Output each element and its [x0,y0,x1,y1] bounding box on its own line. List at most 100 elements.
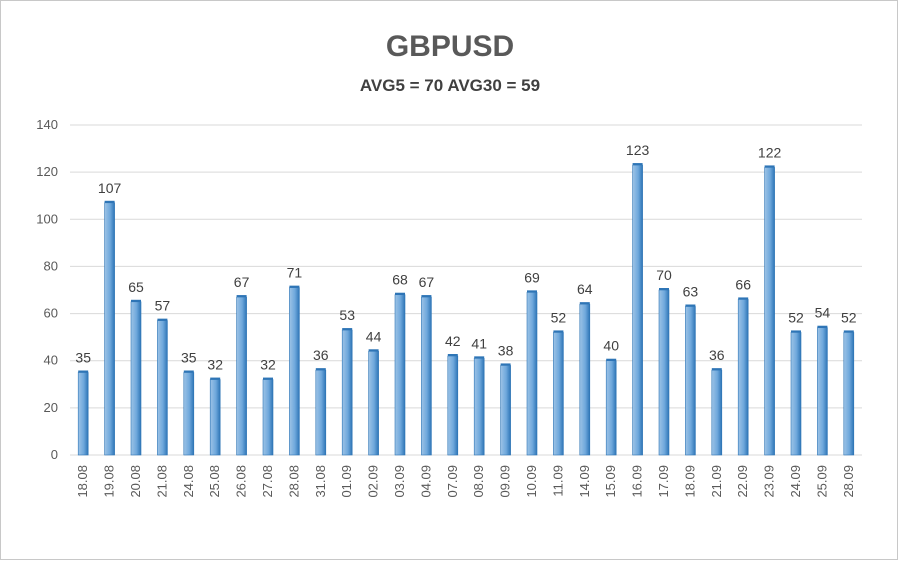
x-tick-label: 20.08 [128,465,143,498]
y-tick-label: 20 [44,400,58,415]
x-tick-label: 31.08 [313,465,328,498]
bar-rect [315,369,327,456]
y-tick-label: 140 [36,117,58,132]
data-label: 32 [260,357,276,373]
data-label: 42 [445,333,461,349]
y-tick-label: 40 [44,353,58,368]
x-tick-label: 15.09 [603,465,618,498]
bar [605,358,617,456]
y-tick-label: 100 [36,211,58,226]
bar-rect [341,329,353,456]
bar-cap [342,328,353,331]
bar-rect [130,301,142,456]
bar [737,297,749,456]
bar-rect [553,332,564,456]
data-label: 53 [339,307,355,323]
bar-rect [236,296,247,456]
bar-rect [262,379,274,456]
bar-rect [104,202,115,456]
bar [447,354,459,456]
bar [658,288,670,456]
x-tick-label: 02.09 [366,465,381,498]
data-label: 36 [313,347,329,363]
bar-cap [131,299,141,302]
data-label: 52 [841,309,857,325]
y-tick-label: 120 [36,164,58,179]
bar-rect [843,332,855,456]
x-tick-label: 18.09 [682,465,697,498]
bar [368,349,379,456]
bar-rect [157,320,168,456]
bar-cap [579,302,590,305]
data-label: 32 [207,357,223,373]
bar [315,368,327,456]
bar [526,290,538,456]
bar-rect [526,292,538,456]
x-tick-label: 28.09 [841,465,856,498]
bar [209,377,221,456]
bar-cap [817,325,828,328]
data-label: 41 [471,335,487,351]
x-tick-label: 22.09 [735,465,750,498]
bar-cap [263,377,273,380]
x-tick-label: 25.09 [814,465,829,498]
bar [183,370,195,456]
data-label: 38 [498,342,514,358]
bar [553,330,564,456]
data-label: 35 [181,350,197,366]
x-tick-label: 24.08 [181,465,196,498]
bar-rect [209,379,221,456]
bar-rect [737,299,749,456]
bar-rect [790,332,802,456]
chart-subtitle: AVG5 = 70 AVG30 = 59 [359,76,541,95]
bar-cap [606,358,617,361]
x-tick-label: 19.08 [102,465,117,498]
data-label: 123 [626,142,650,158]
bar-cap [474,356,485,359]
bar-cap [553,330,564,333]
bar [394,292,406,456]
x-tick-label: 27.08 [260,465,275,498]
bar [236,295,247,456]
bar-cap [421,295,432,298]
data-label: 52 [788,309,804,325]
data-label: 35 [75,350,91,366]
bar-rect [394,294,406,456]
x-tick-label: 09.09 [498,465,513,498]
bar-rect [817,327,828,456]
data-label: 122 [758,144,782,160]
bar-rect [764,167,775,456]
x-tick-label: 24.09 [788,465,803,498]
bar-cap [527,290,537,293]
bar [632,163,643,456]
bar-cap [738,297,749,300]
bar [817,325,828,456]
x-tick-label: 25.08 [207,465,222,498]
y-tick-label: 80 [44,258,58,273]
bars [77,163,855,456]
bar [289,285,300,456]
x-tick-label: 28.08 [286,465,301,498]
x-tick-label: 08.09 [471,465,486,498]
x-tick-label: 04.09 [418,465,433,498]
x-tick-label: 10.09 [524,465,539,498]
bar [685,304,696,456]
x-tick-label: 23.09 [762,465,777,498]
bar-cap [843,330,854,333]
data-label: 68 [392,272,408,288]
x-tick-label: 18.08 [75,465,90,498]
data-label: 67 [234,274,250,290]
data-label: 66 [735,276,751,292]
bar-rect [658,289,670,456]
bar [711,368,723,456]
bar [764,165,775,456]
chart-title: GBPUSD [385,30,515,63]
bar [341,328,353,456]
data-label: 69 [524,269,540,285]
bar-cap [368,349,379,352]
gridlines [70,124,862,456]
data-label: 70 [656,267,672,283]
data-label: 57 [155,298,171,314]
data-label: 67 [419,274,435,290]
